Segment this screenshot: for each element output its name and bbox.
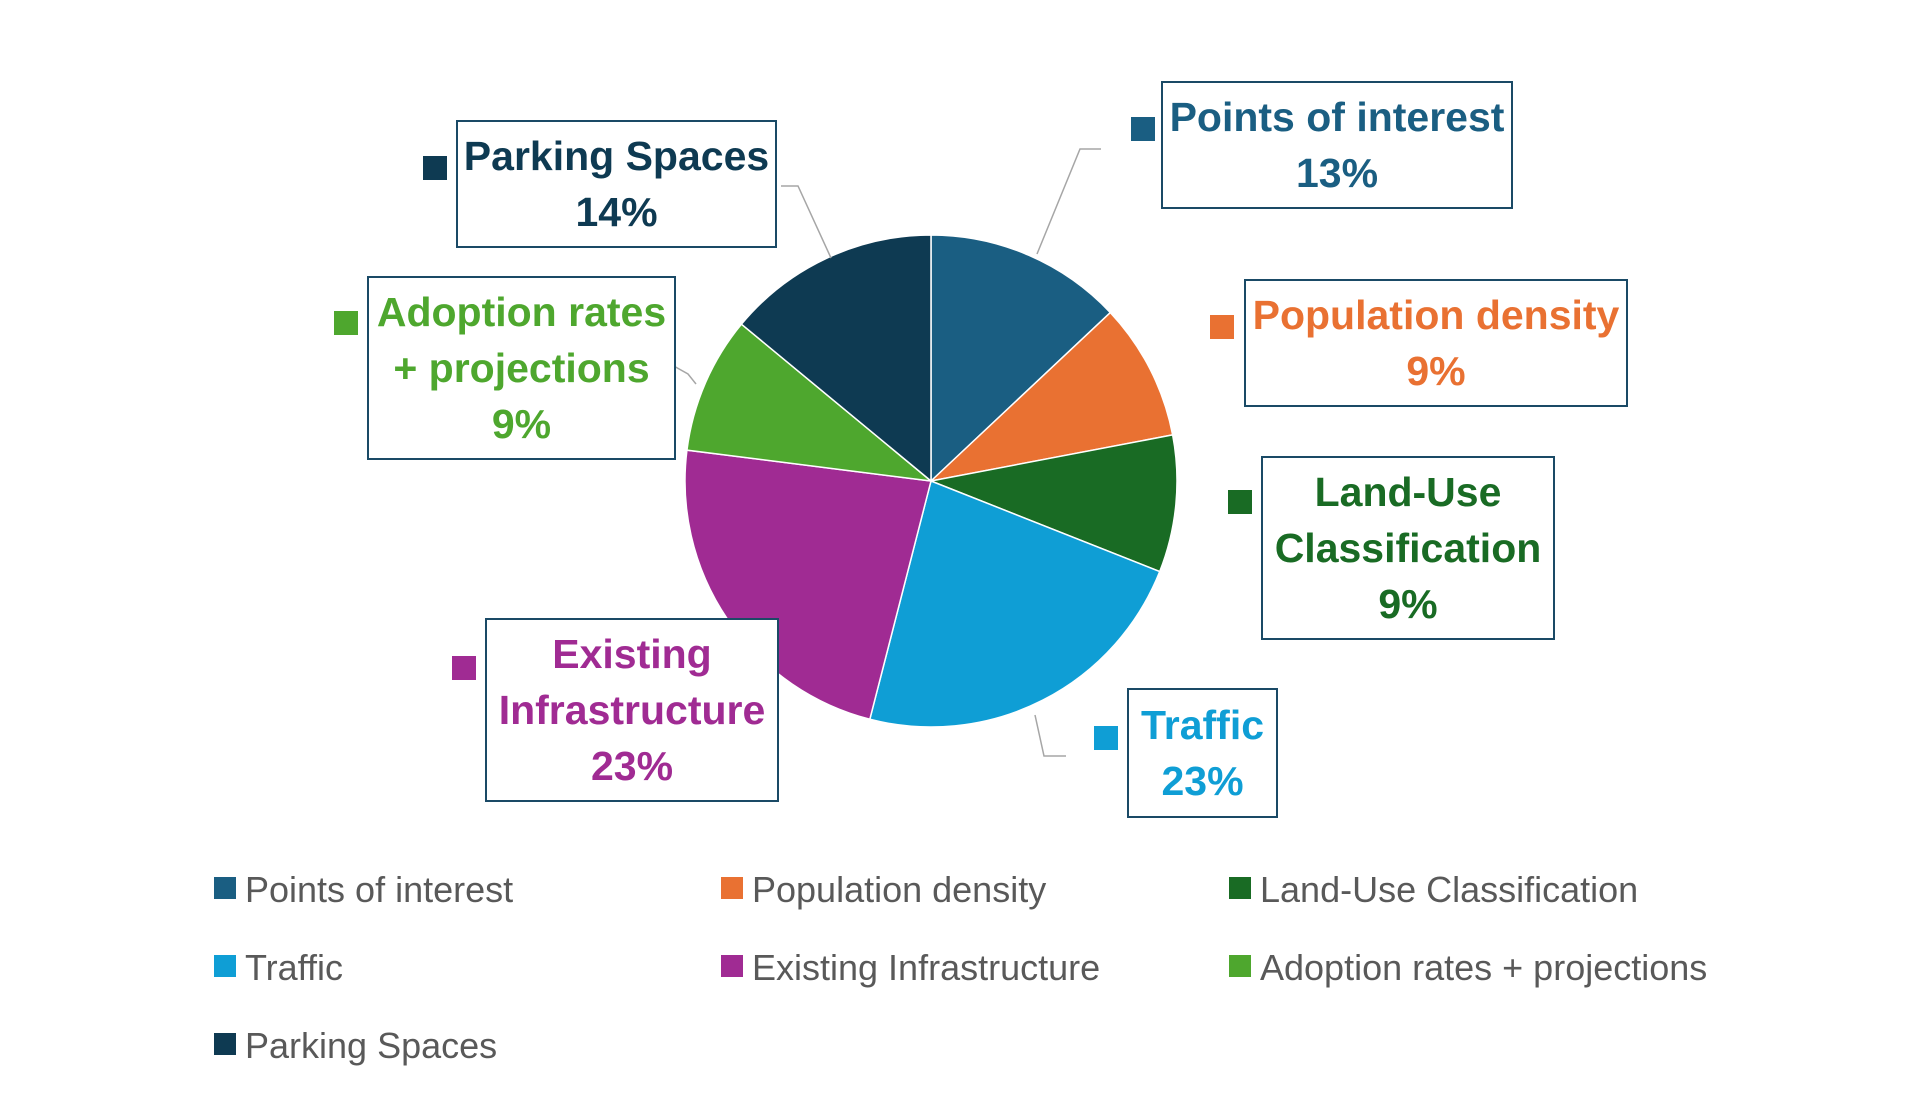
pie-slices <box>684 234 1178 728</box>
callout-label-existing-infrastructure: Infrastructure <box>499 687 766 733</box>
callout-box <box>1244 279 1628 407</box>
legend-label: Parking Spaces <box>245 1025 497 1066</box>
pie-slice-parking-spaces <box>740 234 932 483</box>
legend-item-traffic: Traffic <box>214 947 343 988</box>
callout-land-use-classification: Land-Use Classification 9% <box>1228 456 1555 640</box>
legend-swatch <box>721 877 743 899</box>
callout-parking-spaces: Parking Spaces 14% <box>423 120 777 248</box>
legend-item-population-density: Population density <box>721 869 1046 910</box>
pie-slice-points-of-interest <box>930 234 1112 483</box>
callout-box <box>1127 688 1278 818</box>
callout-marker-land-use-classification <box>1228 490 1252 514</box>
pie-slice-traffic <box>868 479 1161 728</box>
callout-value-parking-spaces: 14% <box>575 189 657 235</box>
leader-line-points-of-interest <box>1036 148 1101 255</box>
callout-label-adoption-rates-projections: + projections <box>393 345 649 391</box>
callout-marker-population-density <box>1210 315 1234 339</box>
callout-points-of-interest: Points of interest 13% <box>1131 81 1513 209</box>
pie-slice-adoption-rates-projections <box>686 323 934 483</box>
callout-label-population-density: Population density <box>1253 292 1620 338</box>
callout-box <box>485 618 779 802</box>
pie-slice-land-use-classification <box>928 434 1178 573</box>
legend-item-land-use-classification: Land-Use Classification <box>1229 869 1638 910</box>
legend-swatch <box>1229 955 1251 977</box>
legend-item-existing-infrastructure: Existing Infrastructure <box>721 947 1100 988</box>
callout-value-land-use-classification: 9% <box>1378 581 1437 627</box>
callout-marker-parking-spaces <box>423 156 447 180</box>
callout-label-land-use-classification: Land-Use <box>1315 469 1502 515</box>
data-callouts: Points of interest 13% Population density 9… <box>334 81 1628 818</box>
callout-marker-adoption-rates-projections <box>334 311 358 335</box>
callout-value-adoption-rates-projections: 9% <box>492 401 551 447</box>
callout-box <box>1161 81 1513 209</box>
callout-population-density: Population density 9% <box>1210 279 1628 407</box>
callout-value-existing-infrastructure: 23% <box>591 743 673 789</box>
leader-line-traffic <box>1034 714 1066 757</box>
legend-label: Traffic <box>245 947 343 988</box>
callout-adoption-rates-projections: Adoption rates + projections 9% <box>334 276 676 460</box>
legend-swatch <box>721 955 743 977</box>
legend-label: Existing Infrastructure <box>752 947 1100 988</box>
callout-label-points-of-interest: Points of interest <box>1170 94 1505 140</box>
callout-marker-traffic <box>1094 726 1118 750</box>
legend-item-parking-spaces: Parking Spaces <box>214 1025 497 1066</box>
callout-label-land-use-classification: Classification <box>1275 525 1542 571</box>
callout-value-traffic: 23% <box>1161 758 1243 804</box>
legend-item-adoption-rates-projections: Adoption rates + projections <box>1229 947 1707 988</box>
legend-label: Land-Use Classification <box>1260 869 1638 910</box>
callout-marker-points-of-interest <box>1131 117 1155 141</box>
callout-value-points-of-interest: 13% <box>1296 150 1378 196</box>
legend-swatch <box>214 1033 236 1055</box>
legend-swatch <box>214 955 236 977</box>
leader-line-adoption-rates-projections <box>671 364 697 385</box>
callout-label-traffic: Traffic <box>1141 702 1264 748</box>
legend-label: Population density <box>752 869 1046 910</box>
leader-line-parking-spaces <box>781 185 832 259</box>
callout-existing-infrastructure: Existing Infrastructure 23% <box>452 618 779 802</box>
callout-label-parking-spaces: Parking Spaces <box>464 133 769 179</box>
legend-swatch <box>214 877 236 899</box>
callout-marker-existing-infrastructure <box>452 656 476 680</box>
callout-label-existing-infrastructure: Existing <box>552 631 711 677</box>
callout-value-population-density: 9% <box>1406 348 1465 394</box>
callout-box <box>1261 456 1555 640</box>
callout-traffic: Traffic 23% <box>1094 688 1278 818</box>
callout-box <box>456 120 777 248</box>
legend: Points of interest Population density Land… <box>214 869 1707 1066</box>
pie-slice-population-density <box>928 311 1174 483</box>
legend-label: Points of interest <box>245 869 513 910</box>
callout-box <box>367 276 676 460</box>
legend-label: Adoption rates + projections <box>1260 947 1707 988</box>
legend-swatch <box>1229 877 1251 899</box>
leader-lines <box>671 148 1101 757</box>
callout-label-adoption-rates-projections: Adoption rates <box>377 289 666 335</box>
legend-item-points-of-interest: Points of interest <box>214 869 513 910</box>
